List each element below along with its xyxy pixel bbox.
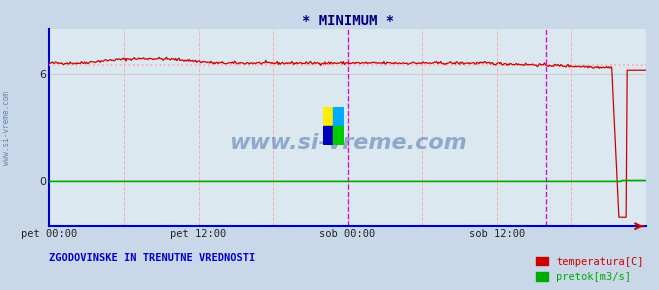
Bar — [323, 126, 333, 145]
Bar — [333, 107, 344, 126]
Text: www.si-vreme.com: www.si-vreme.com — [2, 90, 11, 165]
Text: ZGODOVINSKE IN TRENUTNE VREDNOSTI: ZGODOVINSKE IN TRENUTNE VREDNOSTI — [49, 253, 256, 263]
Bar — [333, 126, 344, 145]
Legend: temperatura[C], pretok[m3/s]: temperatura[C], pretok[m3/s] — [536, 257, 644, 282]
Text: www.si-vreme.com: www.si-vreme.com — [229, 133, 467, 153]
Bar — [323, 107, 333, 126]
Title: * MINIMUM *: * MINIMUM * — [302, 14, 393, 28]
